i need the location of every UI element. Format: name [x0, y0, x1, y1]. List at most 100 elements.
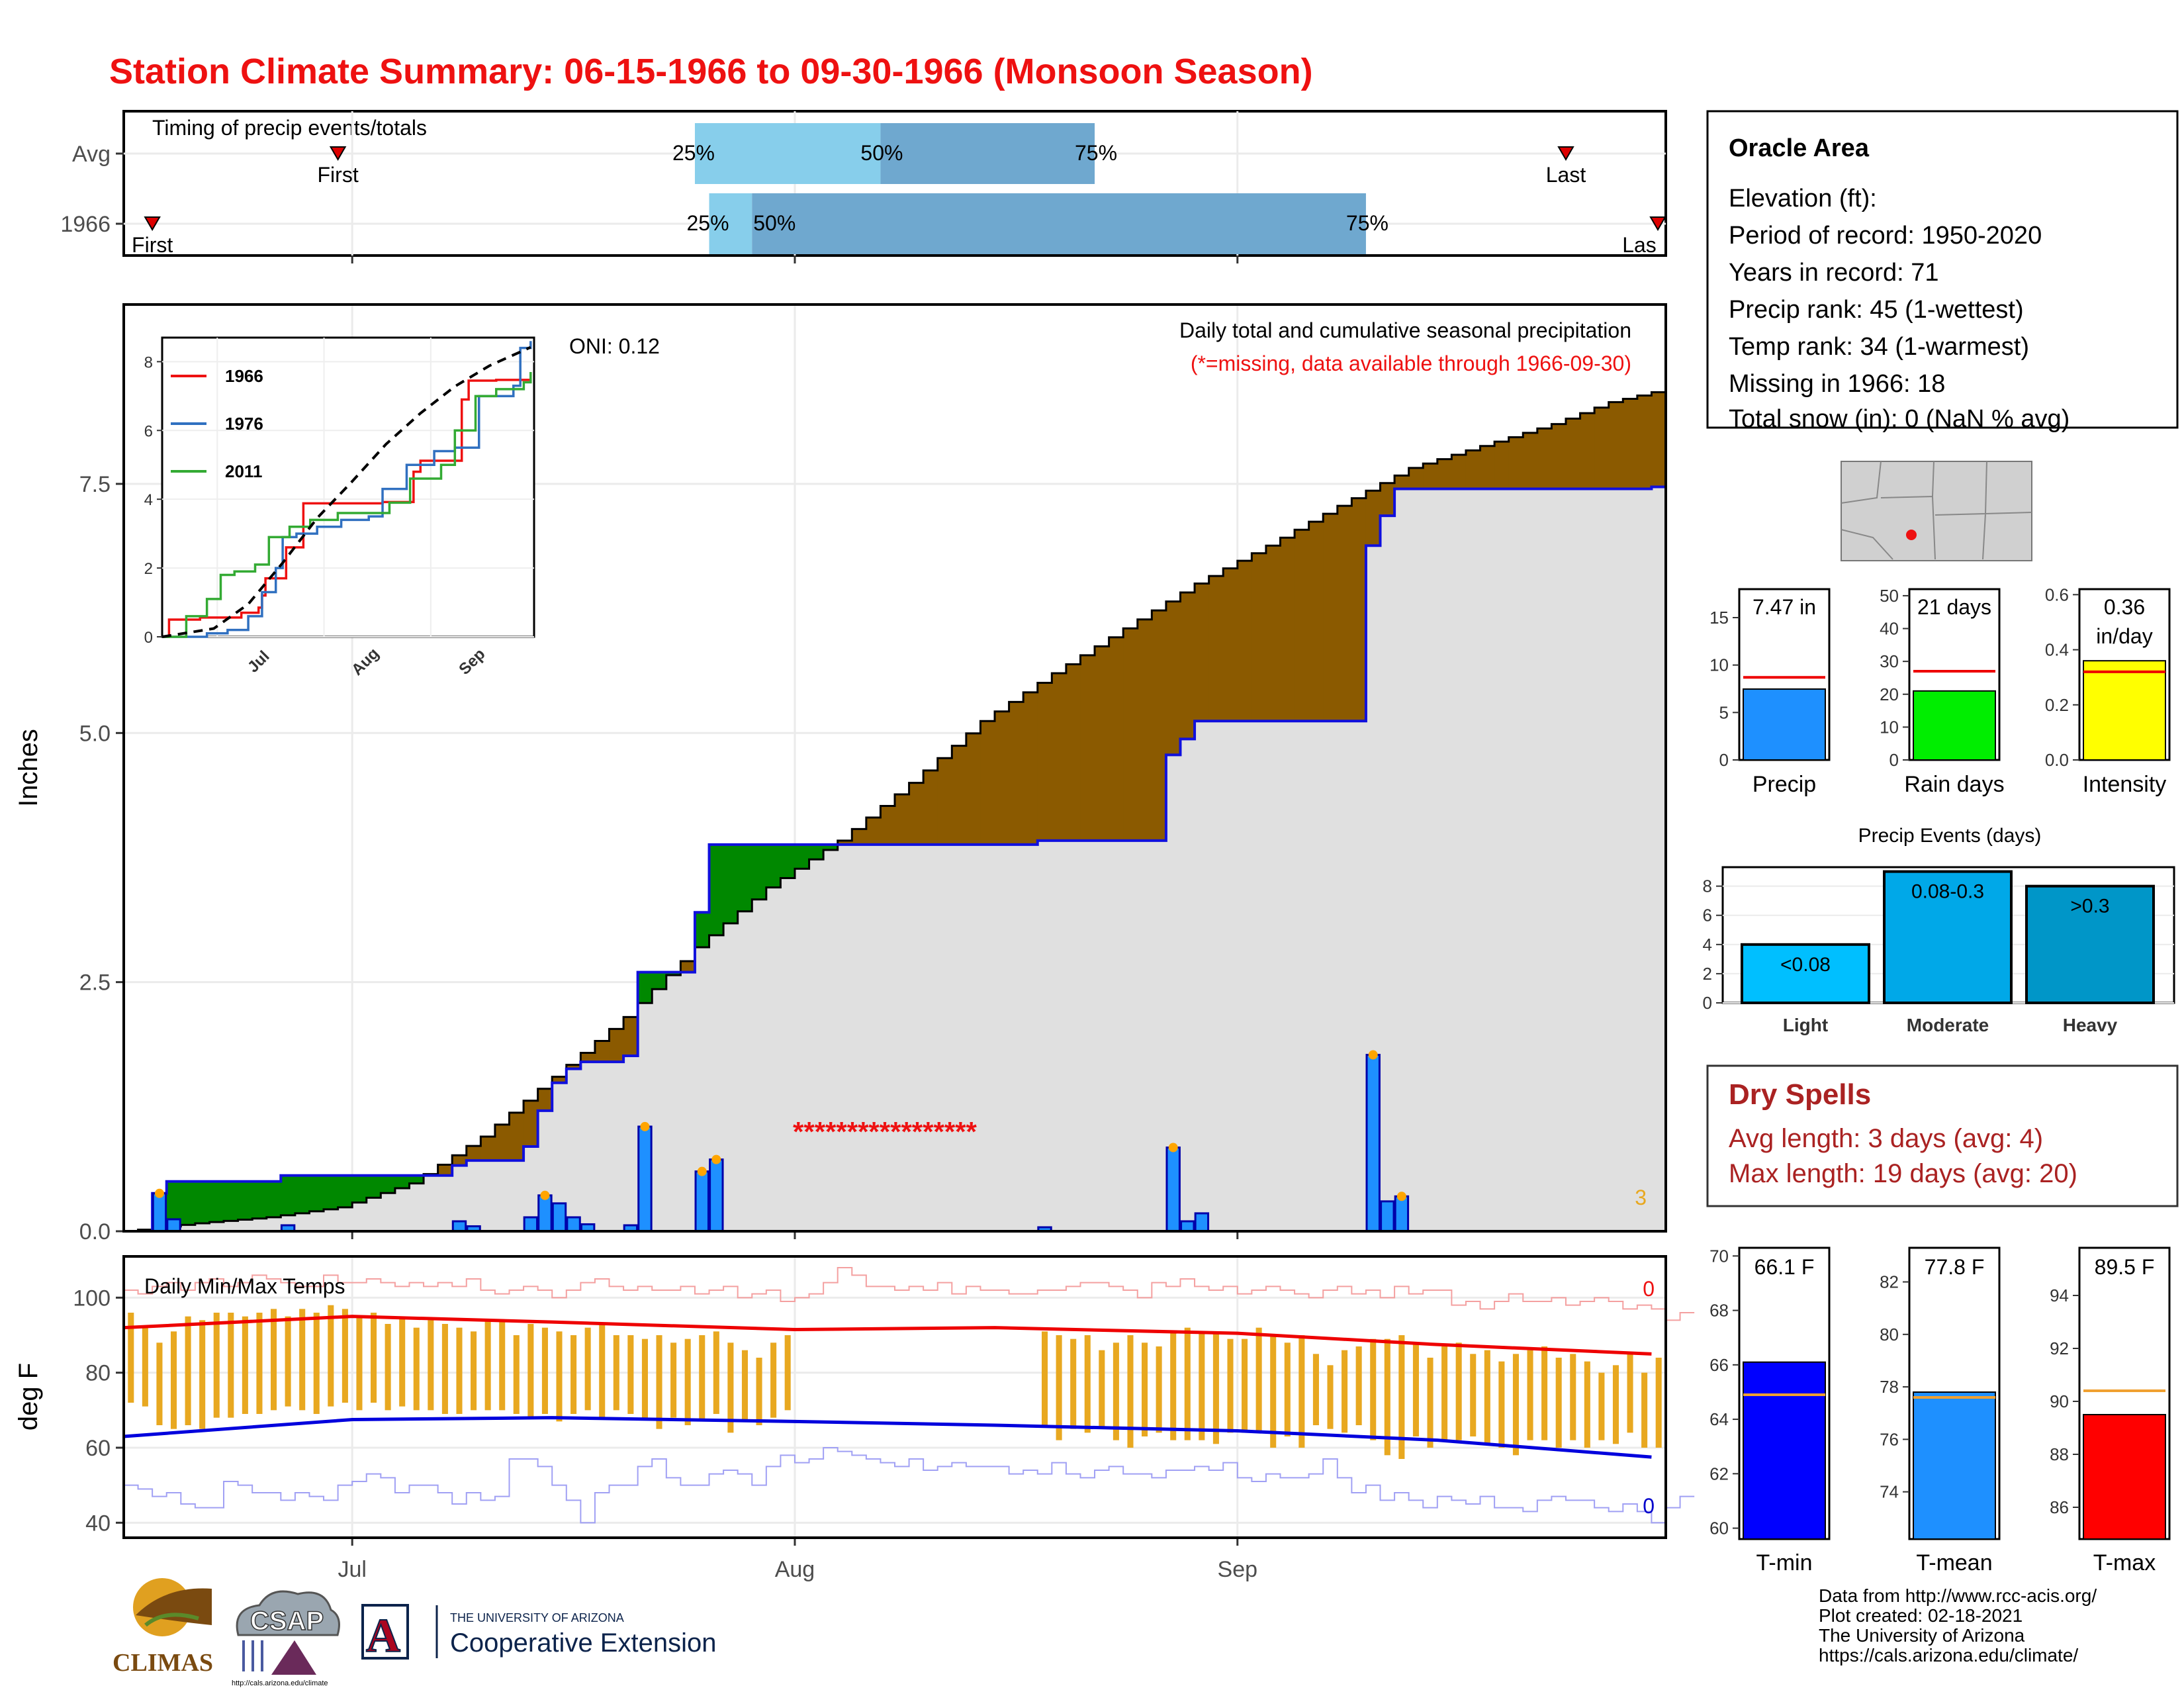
- daily-temp-range-bar: [1370, 1338, 1377, 1440]
- above-normal-fill: [709, 844, 724, 935]
- small-bar-y-tick-label: 0.4: [2045, 640, 2069, 660]
- temp-bar-y-tick-label: 70: [1709, 1246, 1729, 1266]
- csap-logo-url: http://cals.arizona.edu/climate: [232, 1679, 328, 1687]
- temp-bar-y-tick-label: 60: [1709, 1519, 1729, 1538]
- temp-bar-y-tick-label: 78: [1880, 1377, 1899, 1397]
- daily-temp-range-bar: [499, 1320, 506, 1411]
- below-normal-fill: [452, 1155, 467, 1166]
- daily-temp-range-bar: [242, 1316, 248, 1414]
- daily-temp-range-bar: [399, 1316, 406, 1407]
- temp-x-tick-label: Aug: [775, 1557, 815, 1582]
- temp-bar-value-label: 77.8 F: [1925, 1255, 1985, 1279]
- daily-temp-range-bar: [371, 1313, 377, 1403]
- above-normal-fill: [737, 844, 752, 912]
- below-normal-fill: [852, 829, 867, 845]
- record-low-line: [124, 1447, 1695, 1524]
- below-normal-fill: [1308, 522, 1324, 722]
- below-normal-fill: [1237, 561, 1252, 722]
- daily-temp-range-bar: [228, 1313, 234, 1418]
- below-normal-fill: [1251, 553, 1267, 722]
- below-normal-fill: [537, 1088, 553, 1111]
- daily-precip-bar: [1365, 1054, 1381, 1233]
- below-normal-fill: [1394, 475, 1410, 489]
- inset-y-tick-label: 6: [144, 422, 153, 440]
- below-normal-fill: [466, 1146, 481, 1161]
- daily-temp-range-bar: [1441, 1346, 1448, 1440]
- below-normal-fill: [1551, 424, 1567, 489]
- temp-bar-label: T-min: [1756, 1550, 1813, 1575]
- daily-temp-range-bar: [1427, 1358, 1433, 1448]
- timing-last-marker: [1557, 146, 1574, 161]
- above-normal-fill: [780, 844, 796, 878]
- temp-bar-label: T-mean: [1916, 1550, 1992, 1575]
- footer-credits: Data from http://www.rcc-acis.org/ Plot …: [1819, 1585, 2097, 1665]
- timing-p75-label: 75%: [1075, 141, 1117, 165]
- daily-temp-range-bar: [713, 1331, 719, 1414]
- missing-count-precip: 3: [1635, 1186, 1647, 1209]
- below-normal-fill: [837, 840, 852, 845]
- daily-precip-bar: [637, 1125, 653, 1233]
- small-bar-y-tick-label: 0: [1889, 750, 1899, 770]
- below-normal-fill: [923, 770, 938, 845]
- events-bar-range: <0.08: [1780, 954, 1831, 976]
- ua-logo-block: [361, 1604, 409, 1660]
- precip-panel: 0.0 2.5 5.0 7.5 Inches Daily total and cumu…: [14, 303, 1667, 1244]
- daily-temp-range-bar: [328, 1305, 334, 1407]
- below-normal-fill: [1537, 428, 1552, 489]
- daily-temp-range-bar: [313, 1313, 320, 1414]
- above-normal-fill: [723, 844, 739, 923]
- daily-precip-bar: [709, 1158, 724, 1233]
- daily-precip-bar: [537, 1194, 553, 1233]
- inset-y-tick-label: 0: [144, 629, 153, 647]
- temp-bar-value: [1913, 1391, 1996, 1540]
- daily-temp-range-bar: [627, 1335, 634, 1414]
- below-normal-fill: [1037, 682, 1052, 841]
- above-normal-fill: [752, 844, 767, 900]
- below-normal-fill: [1295, 530, 1310, 722]
- daily-temp-range-bar: [471, 1331, 477, 1411]
- climas-logo-plant: [144, 1613, 199, 1627]
- above-normal-fill: [195, 1181, 210, 1223]
- small-bar-y-tick-label: 15: [1709, 608, 1729, 628]
- daily-temp-range-bar: [699, 1335, 705, 1422]
- small-bar-value-label: 0.36: [2104, 595, 2145, 619]
- daily-temp-range-bar: [1484, 1350, 1490, 1444]
- station-info-frame: [1706, 110, 2179, 429]
- timing-title: Timing of precip events/totals: [152, 116, 427, 140]
- above-normal-fill: [366, 1175, 381, 1198]
- temp-y-tick-label: 80: [85, 1361, 111, 1386]
- below-normal-fill: [1508, 437, 1524, 489]
- precip-events-chart: Precip Events (days) 0 2 4 6 8 <0.08 Light 0.08…: [1703, 825, 2175, 1035]
- daily-temp-range-bar: [741, 1350, 749, 1422]
- events-title: Precip Events (days): [1858, 825, 2042, 847]
- daily-temp-range-bar: [1412, 1342, 1419, 1436]
- timing-p25-label: 25%: [687, 211, 729, 235]
- temp-marks: Jul Aug Sep 40 60 80 100: [73, 1256, 1695, 1582]
- daily-temp-range-bar: [256, 1313, 263, 1414]
- daily-temp-range-bar: [1041, 1331, 1048, 1425]
- daily-temp-range-bar: [185, 1316, 191, 1425]
- temp-bar-y-tick-label: 88: [2050, 1444, 2069, 1464]
- daily-temp-range-bar: [428, 1320, 434, 1411]
- events-marks: 0 2 4 6 8 <0.08 Light 0.08-0.3 Moderate >0.3 Heavy: [1703, 870, 2174, 1035]
- daily-temp-range-bar: [613, 1335, 619, 1411]
- temp-bar-y-tick-label: 64: [1709, 1409, 1729, 1429]
- above-normal-fill: [209, 1181, 224, 1223]
- small-bar-value: [1743, 688, 1826, 761]
- below-normal-fill: [1637, 395, 1652, 489]
- small-bar-value-label: 7.47 in: [1752, 595, 1816, 619]
- station-period: Period of record: 1950-2020: [1729, 222, 2042, 250]
- timing-bar-50-75: [752, 193, 1366, 254]
- below-normal-fill: [480, 1136, 496, 1161]
- daily-temp-range-bar: [1627, 1354, 1633, 1433]
- daily-temp-range-bar: [756, 1358, 762, 1425]
- daily-temp-range-bar: [684, 1338, 691, 1425]
- daily-temp-range-bar: [1527, 1350, 1533, 1440]
- timing-last-marker: [1649, 216, 1666, 231]
- below-normal-fill: [1152, 610, 1167, 841]
- above-normal-fill: [637, 972, 653, 1004]
- above-normal-fill: [309, 1175, 324, 1211]
- station-years: Years in record: 71: [1729, 259, 1939, 287]
- small-bar-y-tick-label: 40: [1880, 619, 1899, 639]
- small-bar-y-tick-label: 0.2: [2045, 695, 2069, 715]
